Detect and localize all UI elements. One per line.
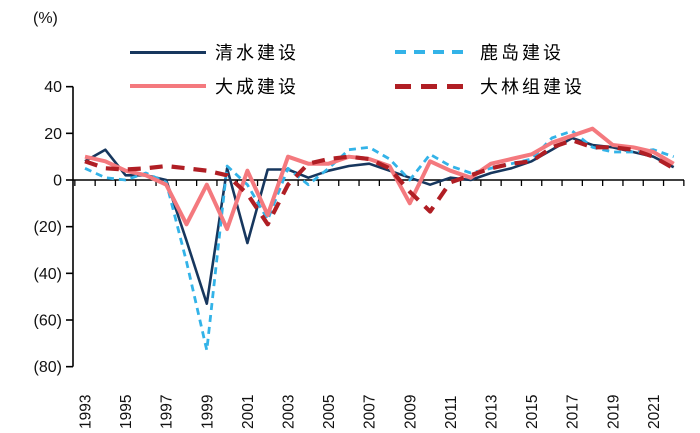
legend-line-obayashi	[395, 83, 471, 89]
x-tick-label: 2001	[240, 395, 257, 429]
x-tick-label: 2017	[565, 395, 582, 429]
legend-label-shimizu: 清水建设	[215, 43, 299, 63]
legend-line-taisei	[130, 84, 206, 88]
x-tick-label: 2003	[281, 395, 298, 429]
y-tick-label: (40)	[34, 266, 62, 283]
legend-label-kajima: 鹿岛建设	[480, 43, 564, 63]
y-tick-label: (20)	[34, 219, 62, 236]
x-tick-label: 2005	[321, 395, 338, 429]
legend-line-kajima	[395, 50, 471, 54]
x-tick-label: 1997	[159, 395, 176, 429]
legend-item-obayashi: 大林组建设	[395, 75, 585, 97]
series-line-shimizu	[84, 136, 675, 306]
y-axis-unit-label: (%)	[33, 10, 58, 27]
y-tick-label: 40	[44, 79, 62, 96]
y-tick-label: 0	[53, 173, 62, 190]
x-tick-label: 2015	[524, 395, 541, 429]
x-tick-label: 2013	[484, 395, 501, 429]
x-tick-label: 1993	[78, 395, 95, 429]
x-tick-label: 1999	[199, 395, 216, 429]
x-tick-label: 2011	[443, 396, 460, 429]
legend-item-kajima: 鹿岛建设	[395, 41, 564, 63]
x-tick-label: 2021	[646, 395, 663, 429]
x-tick-label: 2019	[605, 395, 622, 429]
x-tick-label: 1995	[118, 395, 135, 429]
legend-line-shimizu	[130, 50, 206, 54]
y-tick-label: 20	[44, 126, 62, 143]
legend-label-taisei: 大成建设	[215, 77, 299, 97]
series-line-obayashi	[84, 138, 675, 227]
legend-item-taisei: 大成建设	[130, 75, 299, 97]
x-tick-label: 2009	[402, 395, 419, 429]
x-tick-label: 2007	[362, 395, 379, 429]
legend-label-obayashi: 大林组建设	[480, 77, 585, 97]
y-tick-label: (60)	[34, 312, 62, 329]
y-tick-label: (80)	[34, 359, 62, 376]
legend-item-shimizu: 清水建设	[130, 41, 299, 63]
